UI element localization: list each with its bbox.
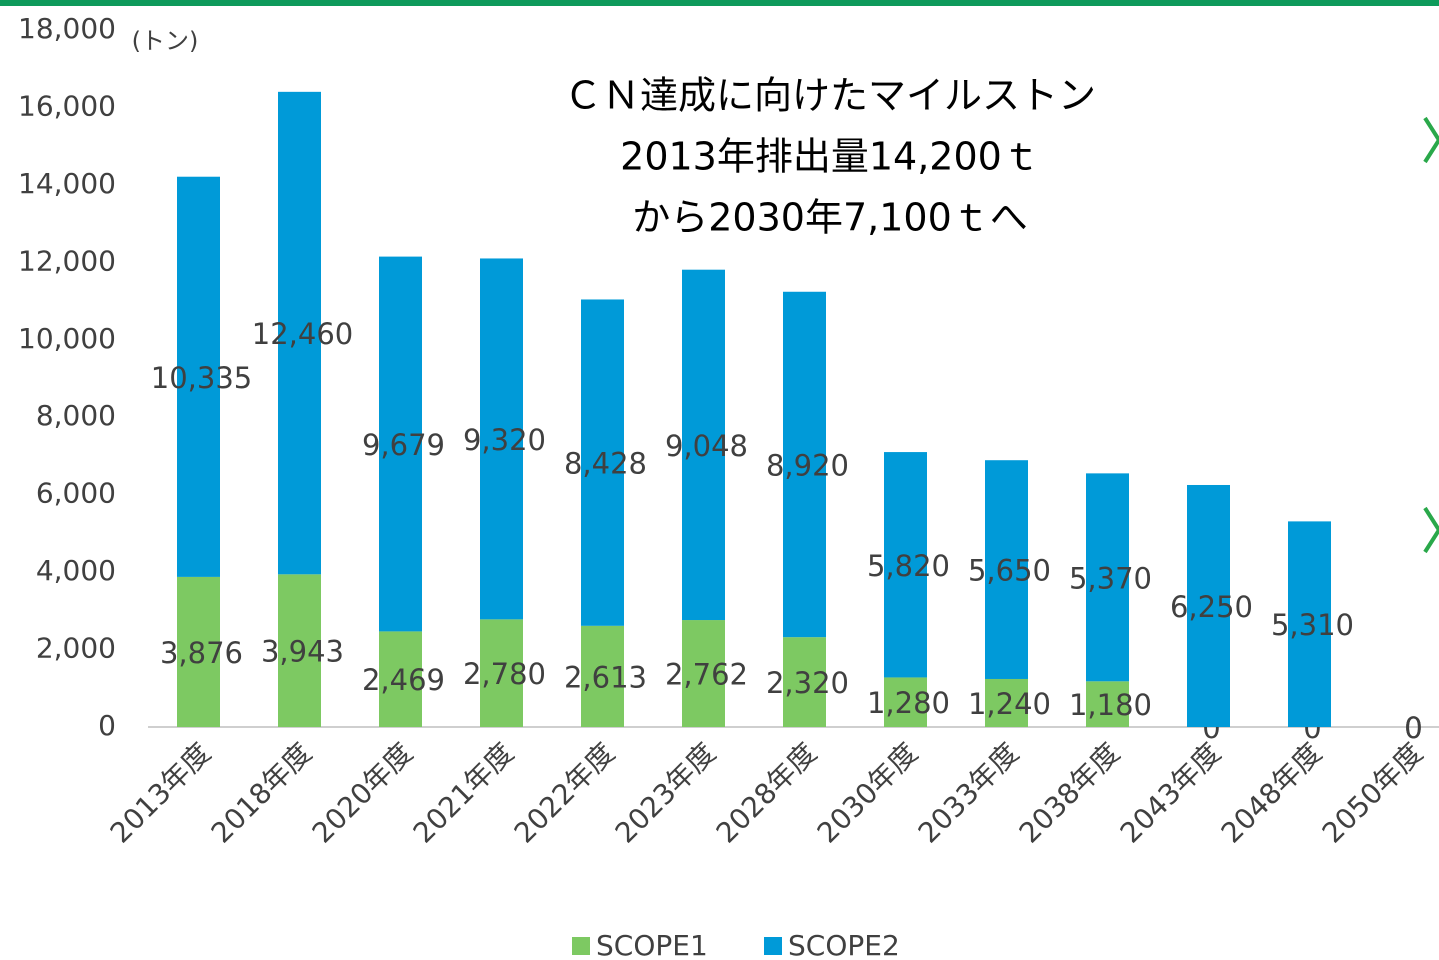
- bar-segment: [480, 619, 523, 727]
- legend-swatch: [572, 937, 590, 955]
- x-tick-label: 2033年度: [912, 736, 1025, 849]
- data-label: 5,820: [867, 549, 950, 583]
- chart-title: 2013年排出量14,200ｔ: [620, 135, 1040, 179]
- data-label: 9,048: [665, 429, 748, 463]
- bar-segment: [379, 256, 422, 632]
- legend-swatch: [764, 937, 782, 955]
- x-tick-label: 2020年度: [306, 736, 419, 849]
- x-tick-label: 2038年度: [1013, 736, 1126, 849]
- x-tick-label: 2048年度: [1215, 736, 1328, 849]
- data-label: 2,780: [463, 657, 546, 691]
- data-label: 1,180: [1069, 688, 1152, 722]
- data-label: 3,876: [160, 636, 243, 670]
- x-tick-label: 2028年度: [710, 736, 823, 849]
- y-tick-label: 12,000: [18, 244, 116, 277]
- data-label: 2,320: [766, 666, 849, 700]
- x-tick-label: 2013年度: [104, 736, 217, 849]
- bar-segment: [1086, 681, 1129, 727]
- bar-segment: [884, 452, 927, 678]
- top-band: [0, 0, 1439, 6]
- y-tick-label: 8,000: [36, 399, 116, 432]
- legend-label: SCOPE2: [788, 929, 900, 960]
- arrow-deco: [1423, 506, 1439, 554]
- data-label: 2,613: [564, 660, 647, 694]
- bar-segment: [682, 620, 725, 727]
- bar-segment: [1288, 521, 1331, 727]
- legend-label: SCOPE1: [596, 929, 708, 960]
- bar-segment: [985, 460, 1028, 679]
- y-unit: (トン): [132, 27, 199, 55]
- data-label: 9,320: [463, 423, 546, 457]
- bar-segment: [177, 176, 220, 577]
- data-label: 0: [1404, 711, 1422, 745]
- bar-segment: [1086, 473, 1129, 682]
- x-tick-label: 2021年度: [407, 736, 520, 849]
- x-tick-label: 2022年度: [508, 736, 621, 849]
- arrow-deco: [1423, 116, 1439, 164]
- data-label: 2,762: [665, 658, 748, 692]
- data-label: 6,250: [1170, 590, 1253, 624]
- data-label: 12,460: [252, 317, 353, 351]
- data-label: 5,370: [1069, 561, 1152, 595]
- data-label: 1,240: [968, 687, 1051, 721]
- data-label: 8,920: [766, 448, 849, 482]
- y-tick-label: 10,000: [18, 322, 116, 355]
- y-tick-label: 4,000: [36, 554, 116, 587]
- chart-title: ＣＮ達成に向けたマイルストン: [564, 74, 1096, 118]
- bar-segment: [985, 678, 1028, 727]
- bar-segment: [278, 91, 321, 575]
- y-tick-label: 2,000: [36, 632, 116, 665]
- x-tick-label: 2050年度: [1316, 736, 1429, 849]
- x-tick-label: 2030年度: [811, 736, 924, 849]
- bar-segment: [682, 269, 725, 621]
- data-label: 1,280: [867, 686, 950, 720]
- bar-segment: [884, 677, 927, 727]
- y-tick-label: 6,000: [36, 477, 116, 510]
- data-label: 0: [1404, 711, 1422, 745]
- data-label: 5,650: [968, 554, 1051, 588]
- data-label: 9,679: [362, 428, 445, 462]
- y-tick-label: 14,000: [18, 167, 116, 200]
- x-tick-label: 2018年度: [205, 736, 318, 849]
- x-tick-label: 2043年度: [1114, 736, 1227, 849]
- chart-title: から2030年7,100ｔへ: [632, 196, 1028, 240]
- x-tick-label: 2023年度: [609, 736, 722, 849]
- data-label: 8,428: [564, 447, 647, 481]
- data-label: 2,469: [362, 663, 445, 697]
- bar-segment: [783, 637, 826, 727]
- bar-segment: [278, 574, 321, 727]
- data-label: 5,310: [1271, 608, 1354, 642]
- bar-segment: [379, 631, 422, 727]
- data-label: 10,335: [151, 361, 252, 395]
- bar-segment: [177, 576, 220, 727]
- y-tick-label: 18,000: [18, 12, 116, 45]
- bar-segment: [1187, 484, 1230, 727]
- y-tick-label: 0: [98, 709, 116, 742]
- bar-segment: [581, 299, 624, 626]
- bar-segment: [783, 291, 826, 638]
- y-tick-label: 16,000: [18, 89, 116, 122]
- bar-segment: [581, 625, 624, 727]
- bar-segment: [480, 258, 523, 620]
- data-label: 3,943: [261, 635, 344, 669]
